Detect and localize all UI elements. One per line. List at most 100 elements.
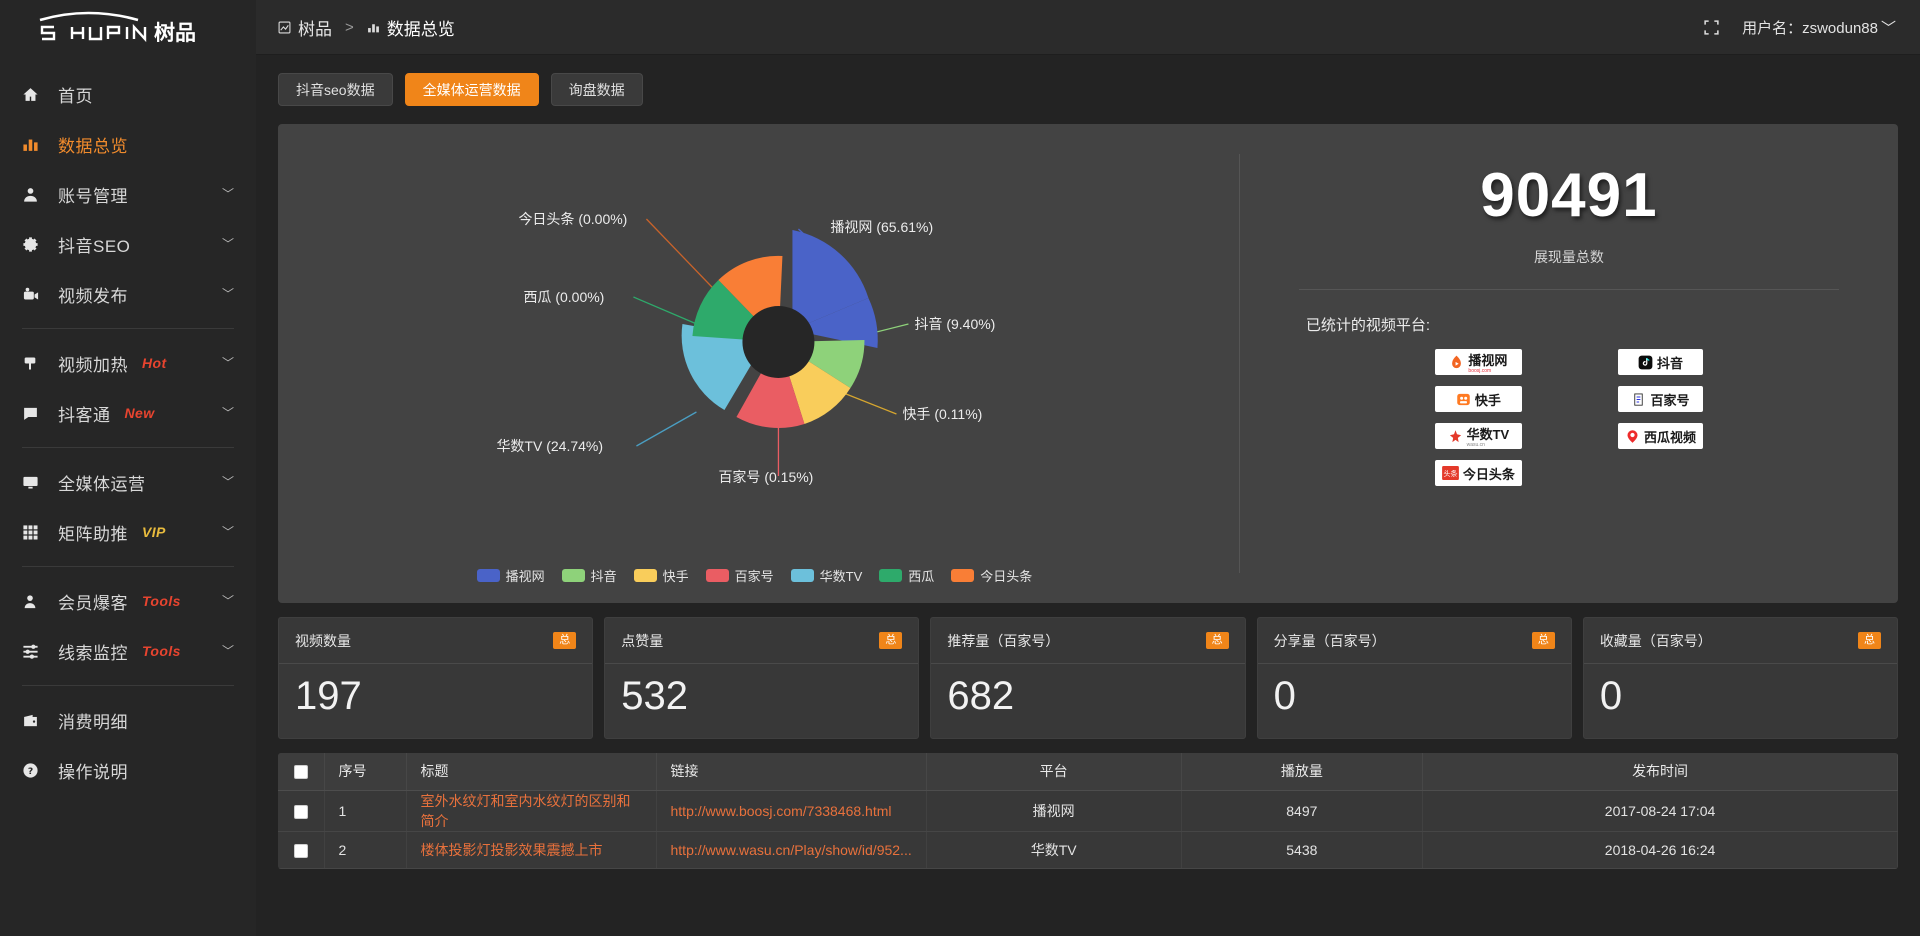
- legend-swatch-boshiwang: [476, 569, 500, 582]
- row-link[interactable]: http://www.boosj.com/7338468.html: [656, 790, 927, 832]
- table-row[interactable]: 1 室外水纹灯和室内水纹灯的区别和简介 http://www.boosj.com…: [278, 790, 1898, 832]
- sidebar-divider-2: [22, 447, 234, 448]
- content: 抖音seo数据 全媒体运营数据 询盘数据: [256, 55, 1920, 936]
- stat-cards: 视频数量 总 197 点赞量 总 532 推荐量（百家号） 总: [278, 617, 1899, 739]
- pie-label-xigua: 西瓜 (0.00%): [523, 289, 604, 305]
- row-checkbox[interactable]: [293, 804, 308, 819]
- sidebar-item-label: 操作说明: [58, 762, 128, 782]
- sidebar-item-label: 首页: [58, 86, 93, 106]
- row-publish-time: 2017-08-24 17:04: [1422, 790, 1898, 832]
- legend-label: 西瓜: [908, 569, 935, 584]
- sidebar-item-xiaofeimingxi[interactable]: 消费明细: [0, 695, 256, 745]
- sidebar-item-zhanghaoguanli[interactable]: 账号管理 ﹀: [0, 169, 256, 219]
- stat-card-favorites: 收藏量（百家号） 总 0: [1582, 617, 1899, 739]
- row-plays: 8497: [1181, 790, 1424, 832]
- legend-label: 播视网: [505, 569, 545, 584]
- sidebar-item-caozuoshuoming[interactable]: ? 操作说明: [0, 745, 256, 795]
- legend-item[interactable]: 西瓜: [879, 566, 934, 585]
- sidebar-item-juzhenzhutui[interactable]: 矩阵助推 VIP ﹀: [0, 507, 256, 557]
- sidebar-item-shipinjiare[interactable]: 视频加热 Hot ﹀: [0, 338, 256, 388]
- legend-swatch-douyin: [561, 569, 585, 582]
- legend-item[interactable]: 百家号: [705, 566, 774, 585]
- platform-share-pie-chart: 播视网 (65.61%) 抖音 (9.40%) 快手 (0.11%) 百家号 (…: [278, 124, 1239, 603]
- sidebar-item-shujuzonglan[interactable]: 数据总览: [0, 119, 256, 169]
- video-table-element: 序号 标题 链接 平台 播放量 发布时间 1 室外水纹灯和室内水纹灯的区别和简: [278, 753, 1898, 869]
- stat-card-value: 0: [1599, 674, 1623, 718]
- platform-logo-boshiwang[interactable]: 播视网 boosj.com: [1434, 349, 1522, 375]
- sidebar-item-huiyuanbaoke[interactable]: 会员爆客 Tools ﹀: [0, 576, 256, 626]
- select-all-checkbox[interactable]: [293, 765, 308, 780]
- fullscreen-icon[interactable]: [1703, 19, 1720, 36]
- shupin-logo-icon: 树品: [39, 11, 196, 45]
- row-index: 1: [324, 790, 407, 832]
- row-title[interactable]: 室外水纹灯和室内水纹灯的区别和简介: [406, 790, 657, 832]
- platform-logo-label: 今日头条: [1462, 466, 1515, 482]
- stat-card-title: 点赞量: [621, 632, 664, 649]
- table-head: 序号 标题 链接 平台 播放量 发布时间: [278, 753, 1898, 791]
- tab-omnimedia-operations-data[interactable]: 全媒体运营数据: [404, 73, 539, 106]
- platform-logo-xiguashipin[interactable]: 西瓜视频: [1617, 423, 1703, 449]
- legend-swatch-huashutv: [790, 569, 814, 582]
- sidebar-item-shouye[interactable]: 首页: [0, 69, 256, 119]
- platform-logo-jinritoutiao[interactable]: 头条 今日头条: [1434, 460, 1522, 486]
- pie-label-jinritoutiao: 今日头条 (0.00%): [518, 211, 627, 227]
- sidebar-item-label: 会员爆客: [58, 593, 128, 613]
- platform-logo-grid: 播视网 boosj.com 快手 华: [1434, 349, 1703, 486]
- legend-item[interactable]: 快手: [633, 566, 689, 585]
- sidebar-divider-4: [22, 685, 234, 686]
- sidebar-item-douyinseo[interactable]: 抖音SEO ﹀: [0, 219, 256, 269]
- legend-item[interactable]: 播视网: [476, 566, 545, 585]
- wallet-icon: [22, 712, 48, 729]
- row-title[interactable]: 楼体投影灯投影效果震撼上市: [406, 831, 657, 869]
- pie-label-baijiahao: 百家号 (0.15%): [718, 469, 813, 485]
- row-publish-time: 2018-04-26 16:24: [1422, 831, 1898, 869]
- breadcrumb-current[interactable]: 数据总览: [367, 15, 455, 40]
- sidebar-item-quanmeitiyunying[interactable]: 全媒体运营 ﹀: [0, 457, 256, 507]
- sidebar-item-shipinfabu[interactable]: 视频发布 ﹀: [0, 269, 256, 319]
- platform-logo-column-left: 播视网 boosj.com 快手 华: [1434, 349, 1522, 486]
- chevron-down-icon: ﹀: [221, 356, 234, 370]
- chevron-down-icon: ﹀: [221, 406, 234, 420]
- stat-card-title: 收藏量（百家号）: [1599, 632, 1712, 649]
- sliders-icon: [22, 643, 48, 660]
- platform-logo-label: 播视网: [1468, 353, 1508, 368]
- legend-item[interactable]: 华数TV: [790, 566, 863, 585]
- breadcrumb-root[interactable]: 树品: [278, 15, 332, 40]
- topbar-right: 用户名：zswodun88 ﹀: [1703, 17, 1896, 38]
- legend-label: 华数TV: [819, 569, 863, 584]
- wasu-icon: [1449, 429, 1461, 442]
- table-row[interactable]: 2 楼体投影灯投影效果震撼上市 http://www.wasu.cn/Play/…: [278, 831, 1898, 869]
- legend-item[interactable]: 抖音: [561, 566, 617, 585]
- chevron-down-icon: ﹀: [221, 594, 234, 608]
- video-table: 序号 标题 链接 平台 播放量 发布时间 1 室外水纹灯和室内水纹灯的区别和简: [278, 753, 1898, 869]
- tab-inquiry-data[interactable]: 询盘数据: [550, 73, 643, 106]
- breadcrumb-current-label: 数据总览: [386, 19, 455, 39]
- row-link[interactable]: http://www.wasu.cn/Play/show/id/952...: [656, 831, 927, 869]
- row-checkbox[interactable]: [293, 843, 308, 858]
- member-icon: [22, 593, 48, 610]
- platform-logo-sub: wasu.cn: [1466, 442, 1485, 448]
- legend-label: 今日头条: [980, 569, 1033, 584]
- platform-logo-kuaishou[interactable]: 快手: [1434, 386, 1522, 412]
- user-menu[interactable]: 用户名：zswodun88 ﹀: [1742, 17, 1896, 38]
- platform-logo-baijiahao[interactable]: 百家号: [1617, 386, 1703, 412]
- stat-card-title: 分享量（百家号）: [1273, 632, 1386, 649]
- chevron-down-icon: ﹀: [221, 287, 234, 301]
- legend-item[interactable]: 今日头条: [951, 566, 1032, 585]
- platform-logo-huashutv[interactable]: 华数TV wasu.cn: [1434, 423, 1522, 449]
- sidebar-item-label: 矩阵助推: [58, 524, 128, 544]
- sidebar-tag-vip: VIP: [142, 524, 166, 540]
- table-header-row: 序号 标题 链接 平台 播放量 发布时间: [278, 753, 1898, 791]
- platforms-title: 已统计的视频平台:: [1305, 317, 1431, 334]
- platform-logo-douyin[interactable]: 抖音: [1617, 349, 1703, 375]
- legend-swatch-kuaishou: [633, 569, 657, 582]
- tab-douyin-seo-data[interactable]: 抖音seo数据: [278, 73, 393, 106]
- brand-logo[interactable]: 树品: [0, 0, 256, 55]
- svg-text:头条: 头条: [1443, 469, 1457, 478]
- sidebar-item-xiansuojiankong[interactable]: 线索监控 Tools ﹀: [0, 626, 256, 676]
- sidebar-item-label: 消费明细: [58, 712, 128, 732]
- sidebar-item-doucketong[interactable]: 抖客通 New ﹀: [0, 388, 256, 438]
- pie-label-douyin: 抖音 (9.40%): [914, 316, 995, 332]
- table-header-index: 序号: [324, 753, 407, 791]
